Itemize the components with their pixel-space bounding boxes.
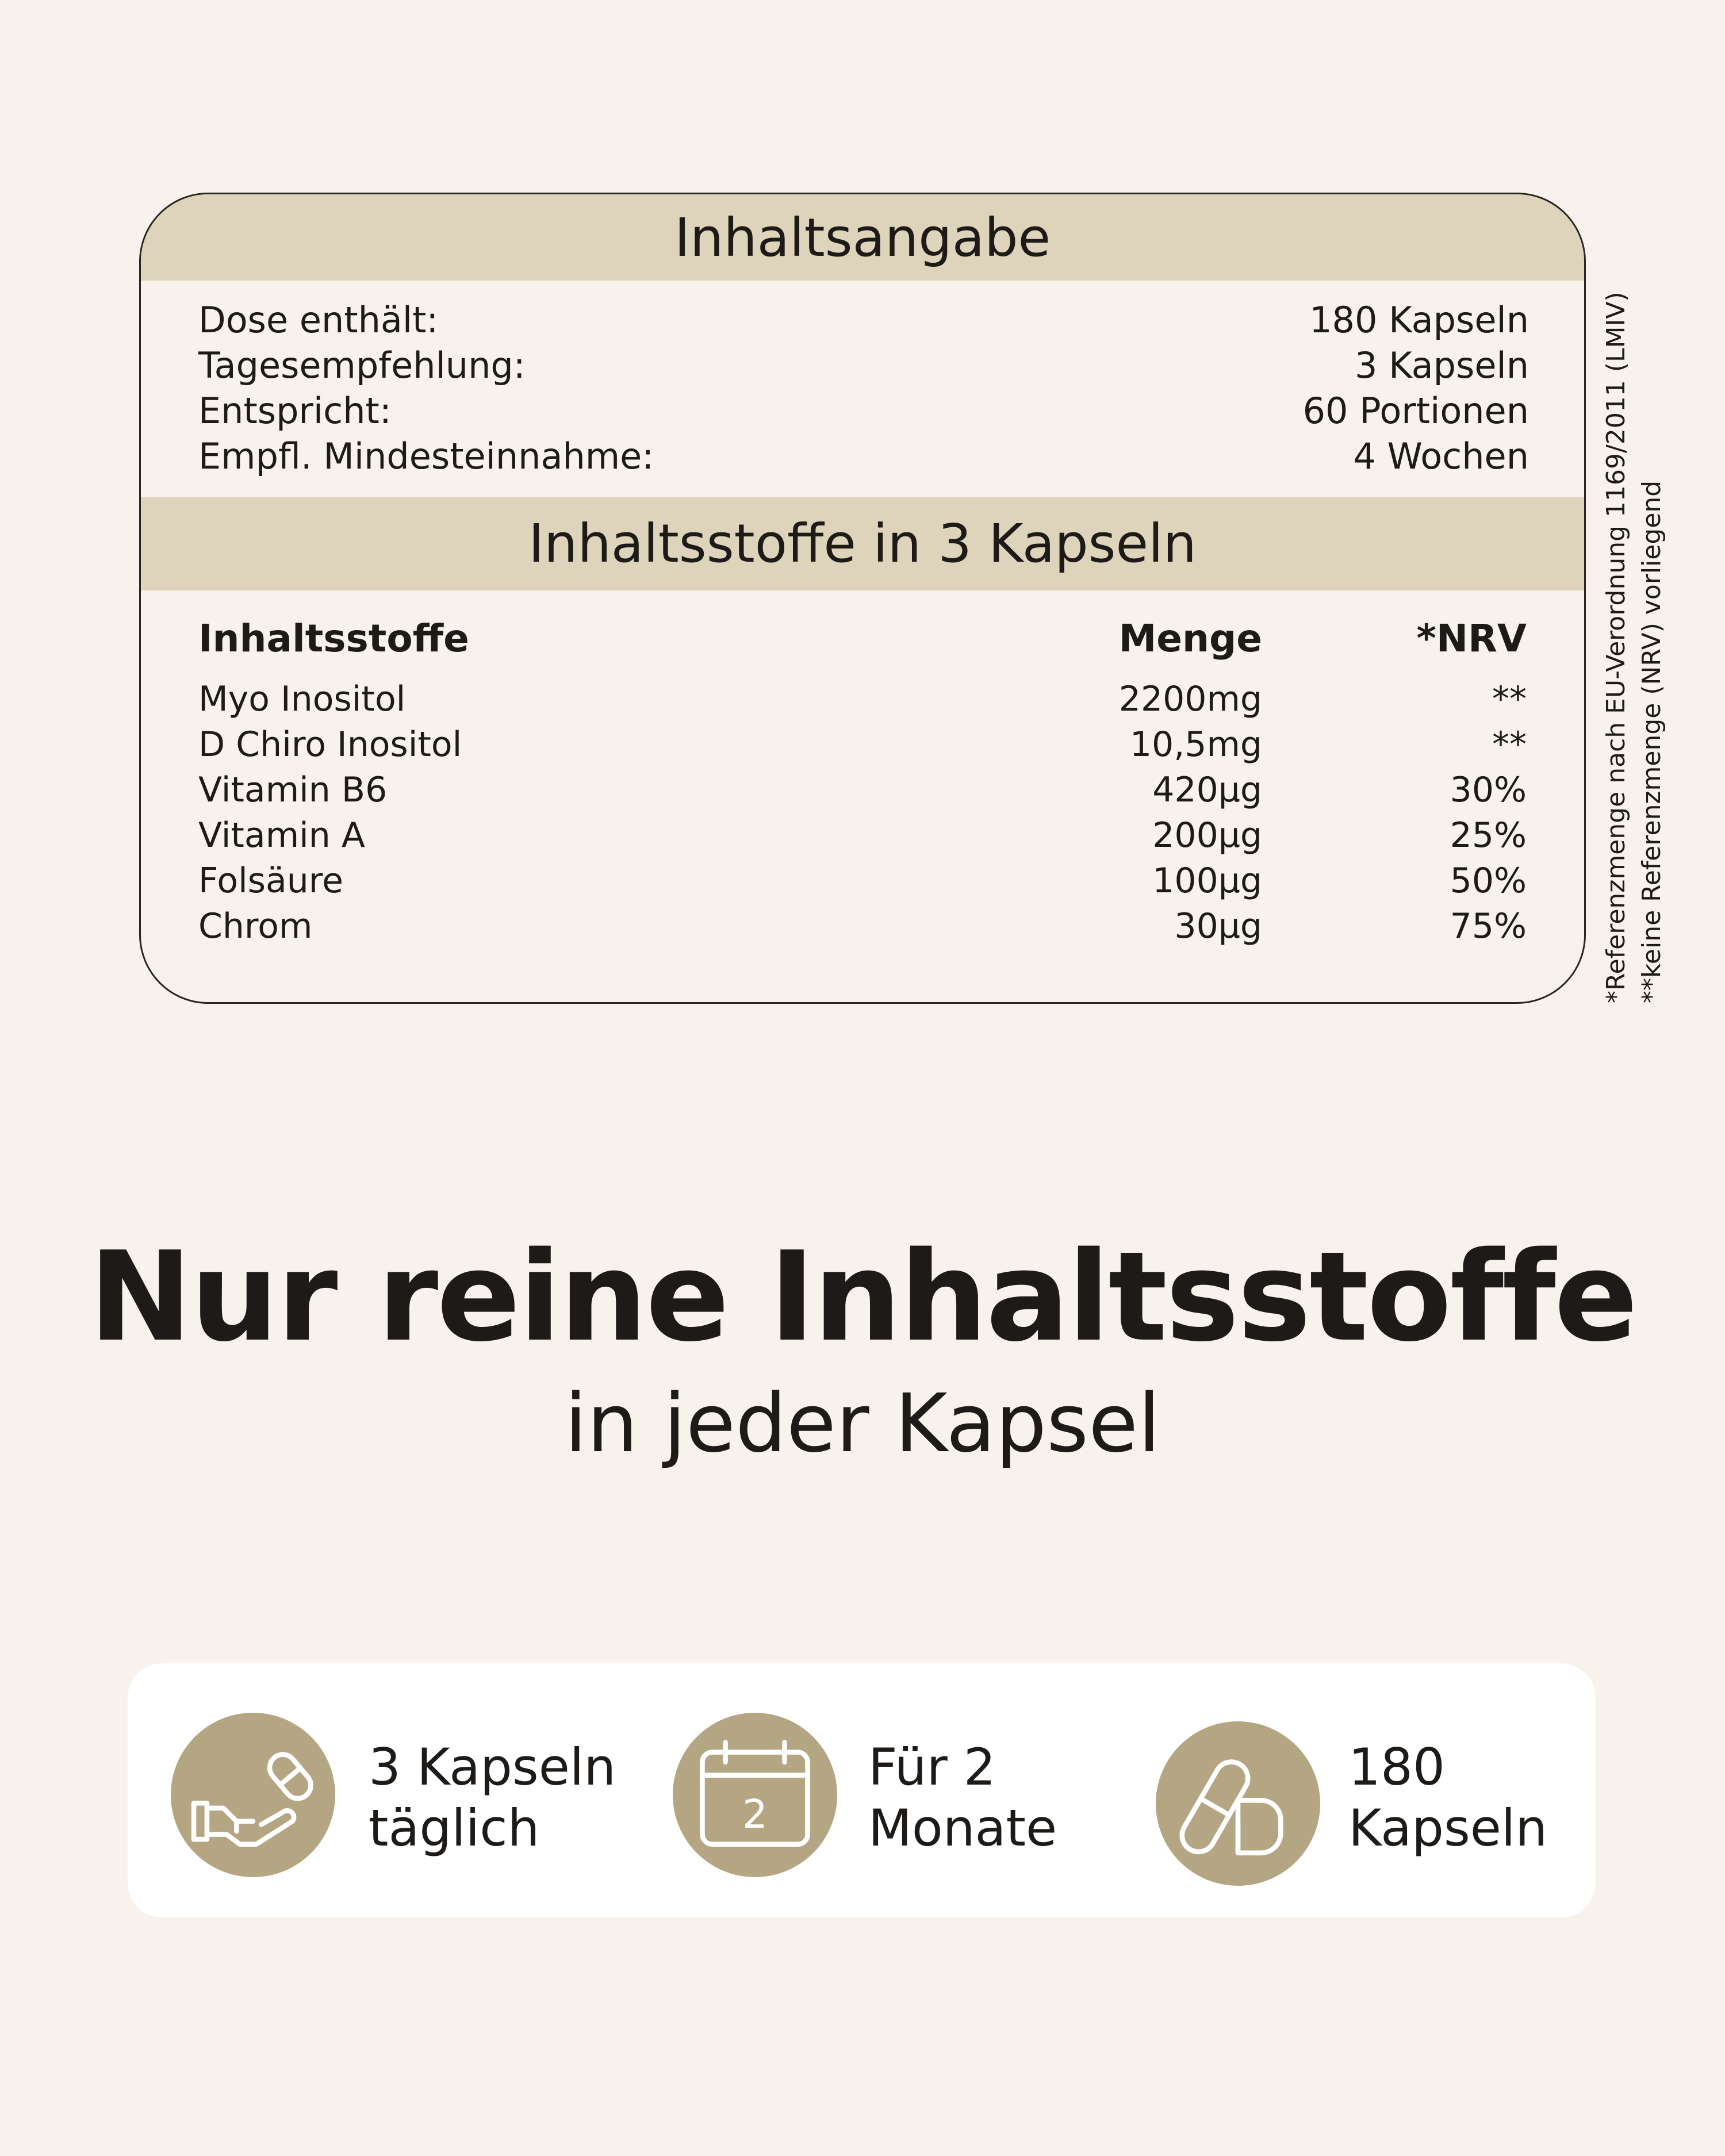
ingredient-nrv: 75% [1450,906,1527,946]
ingredient-nrv: 30% [1450,770,1527,810]
calendar-number: 2 [742,1791,768,1837]
features-panel: 3 Kapseln täglich 2 Für 2 Monate 180 Kap… [128,1663,1596,1917]
summary-row: Empfl. Mindesteinnahme: 4 Wochen [198,439,1529,474]
feature-line: 180 [1348,1737,1445,1797]
capsules-icon [1156,1721,1320,1886]
ingredient-name: D Chiro Inositol [198,724,462,765]
nutrition-card: Inhaltsangabe Dose enthält: 180 Kapseln T… [139,193,1586,1004]
ingredient-nrv: ** [1492,724,1527,765]
calendar-icon: 2 [673,1713,837,1877]
summary-value: 3 Kapseln [1354,344,1529,386]
subheadline: in jeder Kapsel [564,1377,1161,1471]
footnotes: *Referenzmenge nach EU-Verordnung 1169/2… [1598,291,1670,1003]
ingredient-amount: 2200mg [1118,679,1262,719]
summary-label: Dose enthält: [198,299,439,341]
feature-line: Monate [868,1798,1057,1858]
ingredient-amount: 420µg [1152,770,1262,810]
feature-line: Kapseln [1348,1798,1548,1858]
ingredient-nrv: 50% [1450,861,1527,901]
footnote-nrv: *Referenzmenge nach EU-Verordnung 1169/2… [1601,291,1631,1003]
feature-line: Für 2 [868,1737,996,1797]
summary-label: Tagesempfehlung: [198,344,526,386]
header-ingredient: Inhaltsstoffe [198,616,469,661]
summary-label: Empfl. Mindesteinnahme: [198,435,654,477]
summary-label: Entspricht: [198,390,392,432]
ingredient-nrv: ** [1492,679,1527,719]
headline: Nur reine Inhaltsstoffe [89,1225,1638,1369]
header-nrv: *NRV [1416,616,1527,661]
ingredient-amount: 100µg [1152,861,1262,901]
ingredient-name: Vitamin B6 [198,770,388,810]
ingredient-amount: 200µg [1152,815,1262,856]
ingredient-name: Vitamin A [198,815,365,856]
feature-duration: Für 2 Monate [868,1737,1057,1859]
header-amount: Menge [1118,616,1262,661]
ingredient-name: Folsäure [198,861,344,901]
ingredient-nrv: 25% [1450,815,1527,856]
summary-value: 4 Wochen [1353,435,1529,477]
feature-daily: 3 Kapseln täglich [369,1737,616,1859]
summary-value: 60 Portionen [1302,390,1529,432]
ingredient-name: Chrom [198,906,313,946]
ingredient-amount: 30µg [1174,906,1262,946]
summary-row: Tagesempfehlung: 3 Kapseln [198,348,1529,383]
ingredients-title: Inhaltsstoffe in 3 Kapseln [141,497,1584,590]
feature-line: täglich [369,1798,540,1858]
hand-capsule-icon [171,1713,335,1877]
summary-row: Dose enthält: 180 Kapseln [198,302,1529,338]
summary-title: Inhaltsangabe [141,194,1584,281]
summary-row: Entspricht: 60 Portionen [198,393,1529,429]
summary-value: 180 Kapseln [1309,299,1529,341]
ingredient-amount: 10,5mg [1129,724,1262,765]
footnote-no-nrv: **keine Referenzmenge (NRV) vorliegend [1637,480,1666,1003]
feature-line: 3 Kapseln [369,1737,616,1797]
ingredient-name: Myo Inositol [198,679,406,719]
feature-count: 180 Kapseln [1348,1737,1547,1859]
